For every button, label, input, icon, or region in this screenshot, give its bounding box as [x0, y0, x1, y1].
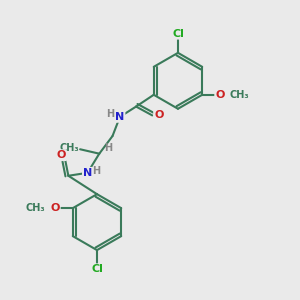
Text: H: H — [92, 166, 101, 176]
Text: N: N — [83, 168, 92, 178]
Text: Cl: Cl — [172, 29, 184, 39]
Text: CH₃: CH₃ — [230, 90, 249, 100]
Text: H: H — [106, 109, 115, 119]
Text: O: O — [50, 203, 60, 213]
Text: O: O — [154, 110, 164, 120]
Text: CH₃: CH₃ — [59, 143, 79, 153]
Text: H: H — [104, 143, 112, 153]
Text: O: O — [215, 90, 225, 100]
Text: N: N — [115, 112, 124, 122]
Text: O: O — [56, 150, 66, 160]
Text: Cl: Cl — [91, 264, 103, 274]
Text: CH₃: CH₃ — [25, 203, 45, 213]
